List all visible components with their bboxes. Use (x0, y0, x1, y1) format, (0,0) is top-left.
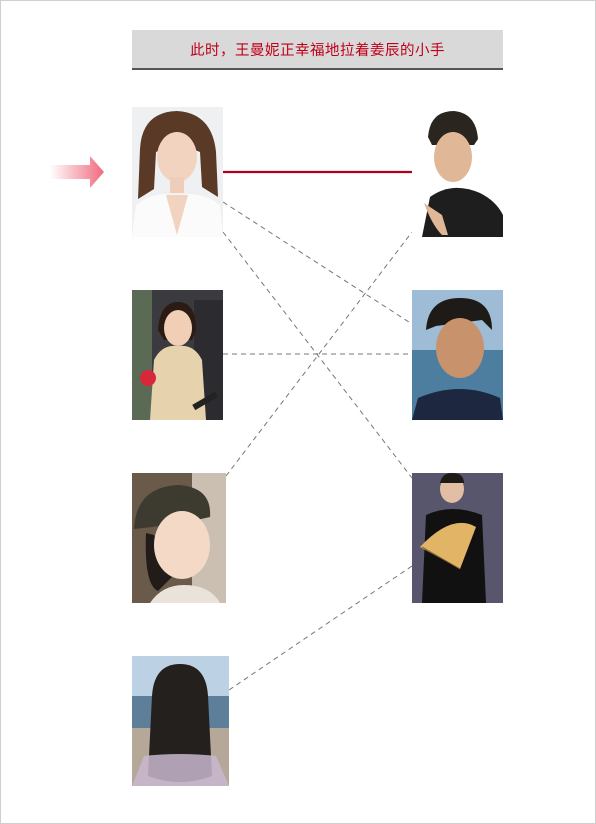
girl-beret-smiling-photo (132, 473, 226, 603)
man-black-robe-fan-photo (412, 473, 503, 603)
woman-gold-dress-microphone-photo (132, 290, 223, 420)
page-title: 此时，王曼妮正幸福地拉着姜辰的小手 (190, 42, 445, 59)
pink-arrow-icon (50, 156, 104, 188)
man-black-turtleneck-photo (412, 107, 503, 237)
woman-long-hair-back-view-photo (132, 656, 229, 786)
title-banner: 此时，王曼妮正幸福地拉着姜辰的小手 (132, 30, 503, 70)
woman-white-blazer-photo (132, 107, 223, 237)
man-navy-shirt-seaside-photo (412, 290, 503, 420)
